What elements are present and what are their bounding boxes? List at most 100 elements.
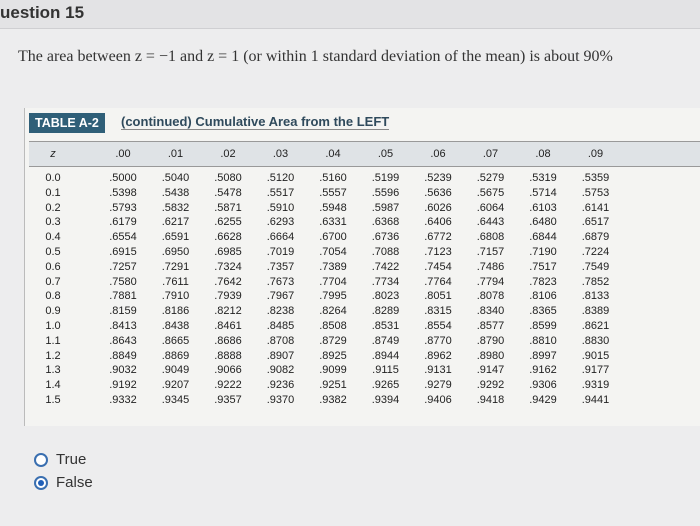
- table-cell: .6700: [319, 231, 347, 244]
- table-cell: .8212: [214, 305, 242, 318]
- option-label[interactable]: True: [56, 451, 87, 468]
- table-cell: .6591: [161, 231, 190, 244]
- table-cell: .6664: [266, 231, 295, 244]
- table-cell: .5160: [319, 172, 347, 184]
- z-value: 0.1: [45, 186, 61, 199]
- option-label[interactable]: False: [56, 474, 93, 491]
- table-cell: .8888: [214, 349, 242, 362]
- table-cell: .8413: [109, 320, 137, 332]
- table-cell: .5675: [476, 186, 505, 199]
- table-cell: .8365: [529, 305, 557, 318]
- table-cell: .9115: [372, 364, 399, 377]
- table-cell: .5040: [161, 172, 190, 184]
- column-header: .01: [167, 148, 184, 160]
- table-cell: .6026: [424, 201, 452, 214]
- table-cell: .5438: [161, 186, 190, 199]
- table-cell: .8729: [319, 334, 347, 347]
- z-value: 1.1: [45, 334, 61, 347]
- table-cell: .8238: [266, 305, 295, 318]
- column-header: .09: [587, 148, 604, 160]
- table-cell: .9265: [371, 379, 400, 392]
- table-cell: .7123: [424, 246, 452, 258]
- table-cell: .6064: [476, 201, 505, 214]
- table-cell: .6950: [161, 246, 190, 258]
- table-cell: .8708: [266, 334, 295, 347]
- table-cell: .9332: [109, 394, 137, 406]
- table-cell: .5478: [214, 186, 242, 199]
- question-text: The area between z = −1 and z = 1 (or wi…: [18, 48, 613, 65]
- z-value: 0.2: [45, 201, 61, 214]
- table-cell: .6628: [214, 231, 242, 244]
- table-cell: .7454: [424, 260, 452, 273]
- table-label: TABLE A-2: [29, 113, 105, 133]
- table-cell: .7910: [161, 290, 190, 303]
- table-cell: .9292: [476, 379, 505, 392]
- table-cell: .9279: [424, 379, 452, 392]
- table-cell: .8315: [424, 305, 452, 318]
- table-cell: .5596: [371, 186, 400, 199]
- table-cell: .7673: [266, 275, 295, 288]
- table-cell: .8289: [371, 305, 400, 318]
- table-cell: .7764: [424, 275, 452, 288]
- table-cell: .8264: [319, 305, 347, 318]
- table-cell: .8159: [109, 305, 137, 318]
- table-cell: .8925: [319, 349, 347, 362]
- table-cell: .8461: [214, 320, 242, 332]
- table-cell: .8997: [529, 349, 557, 362]
- table-cell: .8907: [266, 349, 295, 362]
- table-cell: .7389: [319, 260, 347, 273]
- table-cell: .8133: [581, 290, 610, 303]
- table-cell: .8962: [424, 349, 452, 362]
- table-cell: .9236: [266, 379, 295, 392]
- z-value: 1.3: [45, 364, 61, 377]
- table-cell: .8944: [371, 349, 400, 362]
- table-cell: .8643: [109, 334, 137, 347]
- table-cell: .7881: [109, 290, 137, 303]
- question-number: uestion 15: [0, 3, 85, 22]
- table-cell: .9251: [319, 379, 347, 392]
- table-cell: .8980: [476, 349, 505, 362]
- table-cell: .9162: [529, 364, 557, 377]
- radio-button[interactable]: [34, 453, 48, 467]
- table-cell: .5517: [266, 186, 295, 199]
- table-cell: .5120: [266, 172, 295, 184]
- table-cell: .5832: [161, 201, 190, 214]
- radio-button[interactable]: [34, 476, 48, 490]
- z-value: 0.5: [45, 246, 61, 258]
- table-cell: .7939: [214, 290, 242, 303]
- table-cell: .7611: [162, 275, 189, 288]
- table-cell: .9306: [529, 379, 557, 392]
- table-cell: .6879: [581, 231, 610, 244]
- table-cell: .7088: [371, 246, 400, 258]
- column-header: z: [50, 148, 56, 160]
- table-cell: .9032: [109, 364, 137, 377]
- table-cell: .5910: [266, 201, 295, 214]
- table-cell: .5000: [109, 172, 137, 184]
- table-cell: .6808: [476, 231, 505, 244]
- table-cell: .5871: [214, 201, 242, 214]
- table-cell: .5319: [529, 172, 557, 184]
- table-cell: .8770: [424, 334, 452, 347]
- column-header: .05: [377, 148, 394, 160]
- z-value: 1.0: [45, 320, 61, 332]
- table-cell: .8531: [371, 320, 400, 332]
- table-cell: .9192: [109, 379, 137, 392]
- table-cell: .8599: [529, 320, 557, 332]
- table-cell: .9099: [319, 364, 347, 377]
- table-cell: .7704: [319, 275, 347, 288]
- table-header: z .00 .01 .02 .03 .04 .05 .06 .07 .08 .09: [29, 141, 700, 167]
- table-cell: .7224: [581, 246, 610, 258]
- table-cell: .5239: [424, 172, 452, 184]
- table-cell: .9394: [371, 394, 400, 406]
- table-cell: .9382: [319, 394, 347, 406]
- table-cell: .7549: [581, 260, 610, 273]
- column-header: .08: [535, 148, 551, 160]
- table-cell: .6406: [424, 216, 452, 229]
- table-cell: .9429: [529, 394, 557, 406]
- table-cell: .9207: [161, 379, 190, 392]
- table-cell: .7324: [214, 260, 242, 273]
- table-cell: .8106: [529, 290, 557, 303]
- table-cell: .6255: [214, 216, 242, 229]
- table-cell: .9357: [214, 394, 242, 406]
